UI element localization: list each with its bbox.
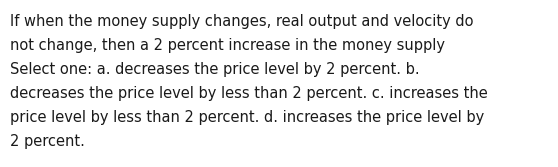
Text: 2 percent.: 2 percent. <box>10 134 85 149</box>
Text: price level by less than 2 percent. d. increases the price level by: price level by less than 2 percent. d. i… <box>10 110 484 125</box>
Text: If when the money supply changes, real output and velocity do: If when the money supply changes, real o… <box>10 14 474 29</box>
Text: not change, then a 2 percent increase in the money supply: not change, then a 2 percent increase in… <box>10 38 445 53</box>
Text: Select one: a. decreases the price level by 2 percent. b.: Select one: a. decreases the price level… <box>10 62 420 77</box>
Text: decreases the price level by less than 2 percent. c. increases the: decreases the price level by less than 2… <box>10 86 488 101</box>
